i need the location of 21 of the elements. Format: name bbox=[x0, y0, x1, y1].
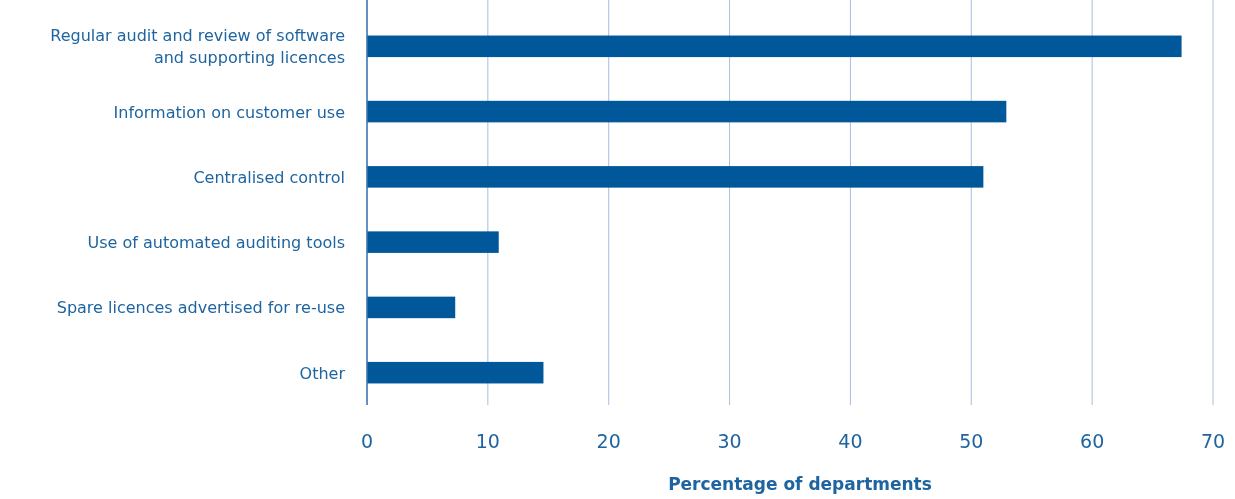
y-tick-label: Regular audit and review of software and supporting licences bbox=[50, 25, 345, 67]
y-tick-label: Information on customer use bbox=[113, 102, 345, 122]
y-tick-label: Use of automated auditing tools bbox=[87, 232, 345, 252]
x-tick-label: 10 bbox=[475, 430, 500, 452]
x-tick-label: 0 bbox=[360, 430, 374, 452]
bar bbox=[367, 100, 1007, 123]
bar bbox=[367, 231, 499, 253]
y-tick-label: Other bbox=[299, 363, 346, 383]
bar bbox=[367, 166, 984, 188]
y-tick-label: Spare licences advertised for re-use bbox=[56, 297, 345, 317]
x-tick-label: 30 bbox=[717, 430, 742, 452]
x-tick-label: 70 bbox=[1200, 430, 1226, 452]
y-tick-label: Centralised control bbox=[193, 167, 345, 187]
x-tick-label: 50 bbox=[959, 430, 984, 452]
x-tick-label: 20 bbox=[596, 430, 621, 452]
bar bbox=[367, 35, 1182, 58]
bar bbox=[367, 361, 544, 384]
x-tick-label: 40 bbox=[838, 430, 863, 452]
x-axis-title: Percentage of departments bbox=[668, 474, 932, 494]
bar bbox=[367, 296, 456, 319]
x-tick-label: 60 bbox=[1080, 430, 1105, 452]
